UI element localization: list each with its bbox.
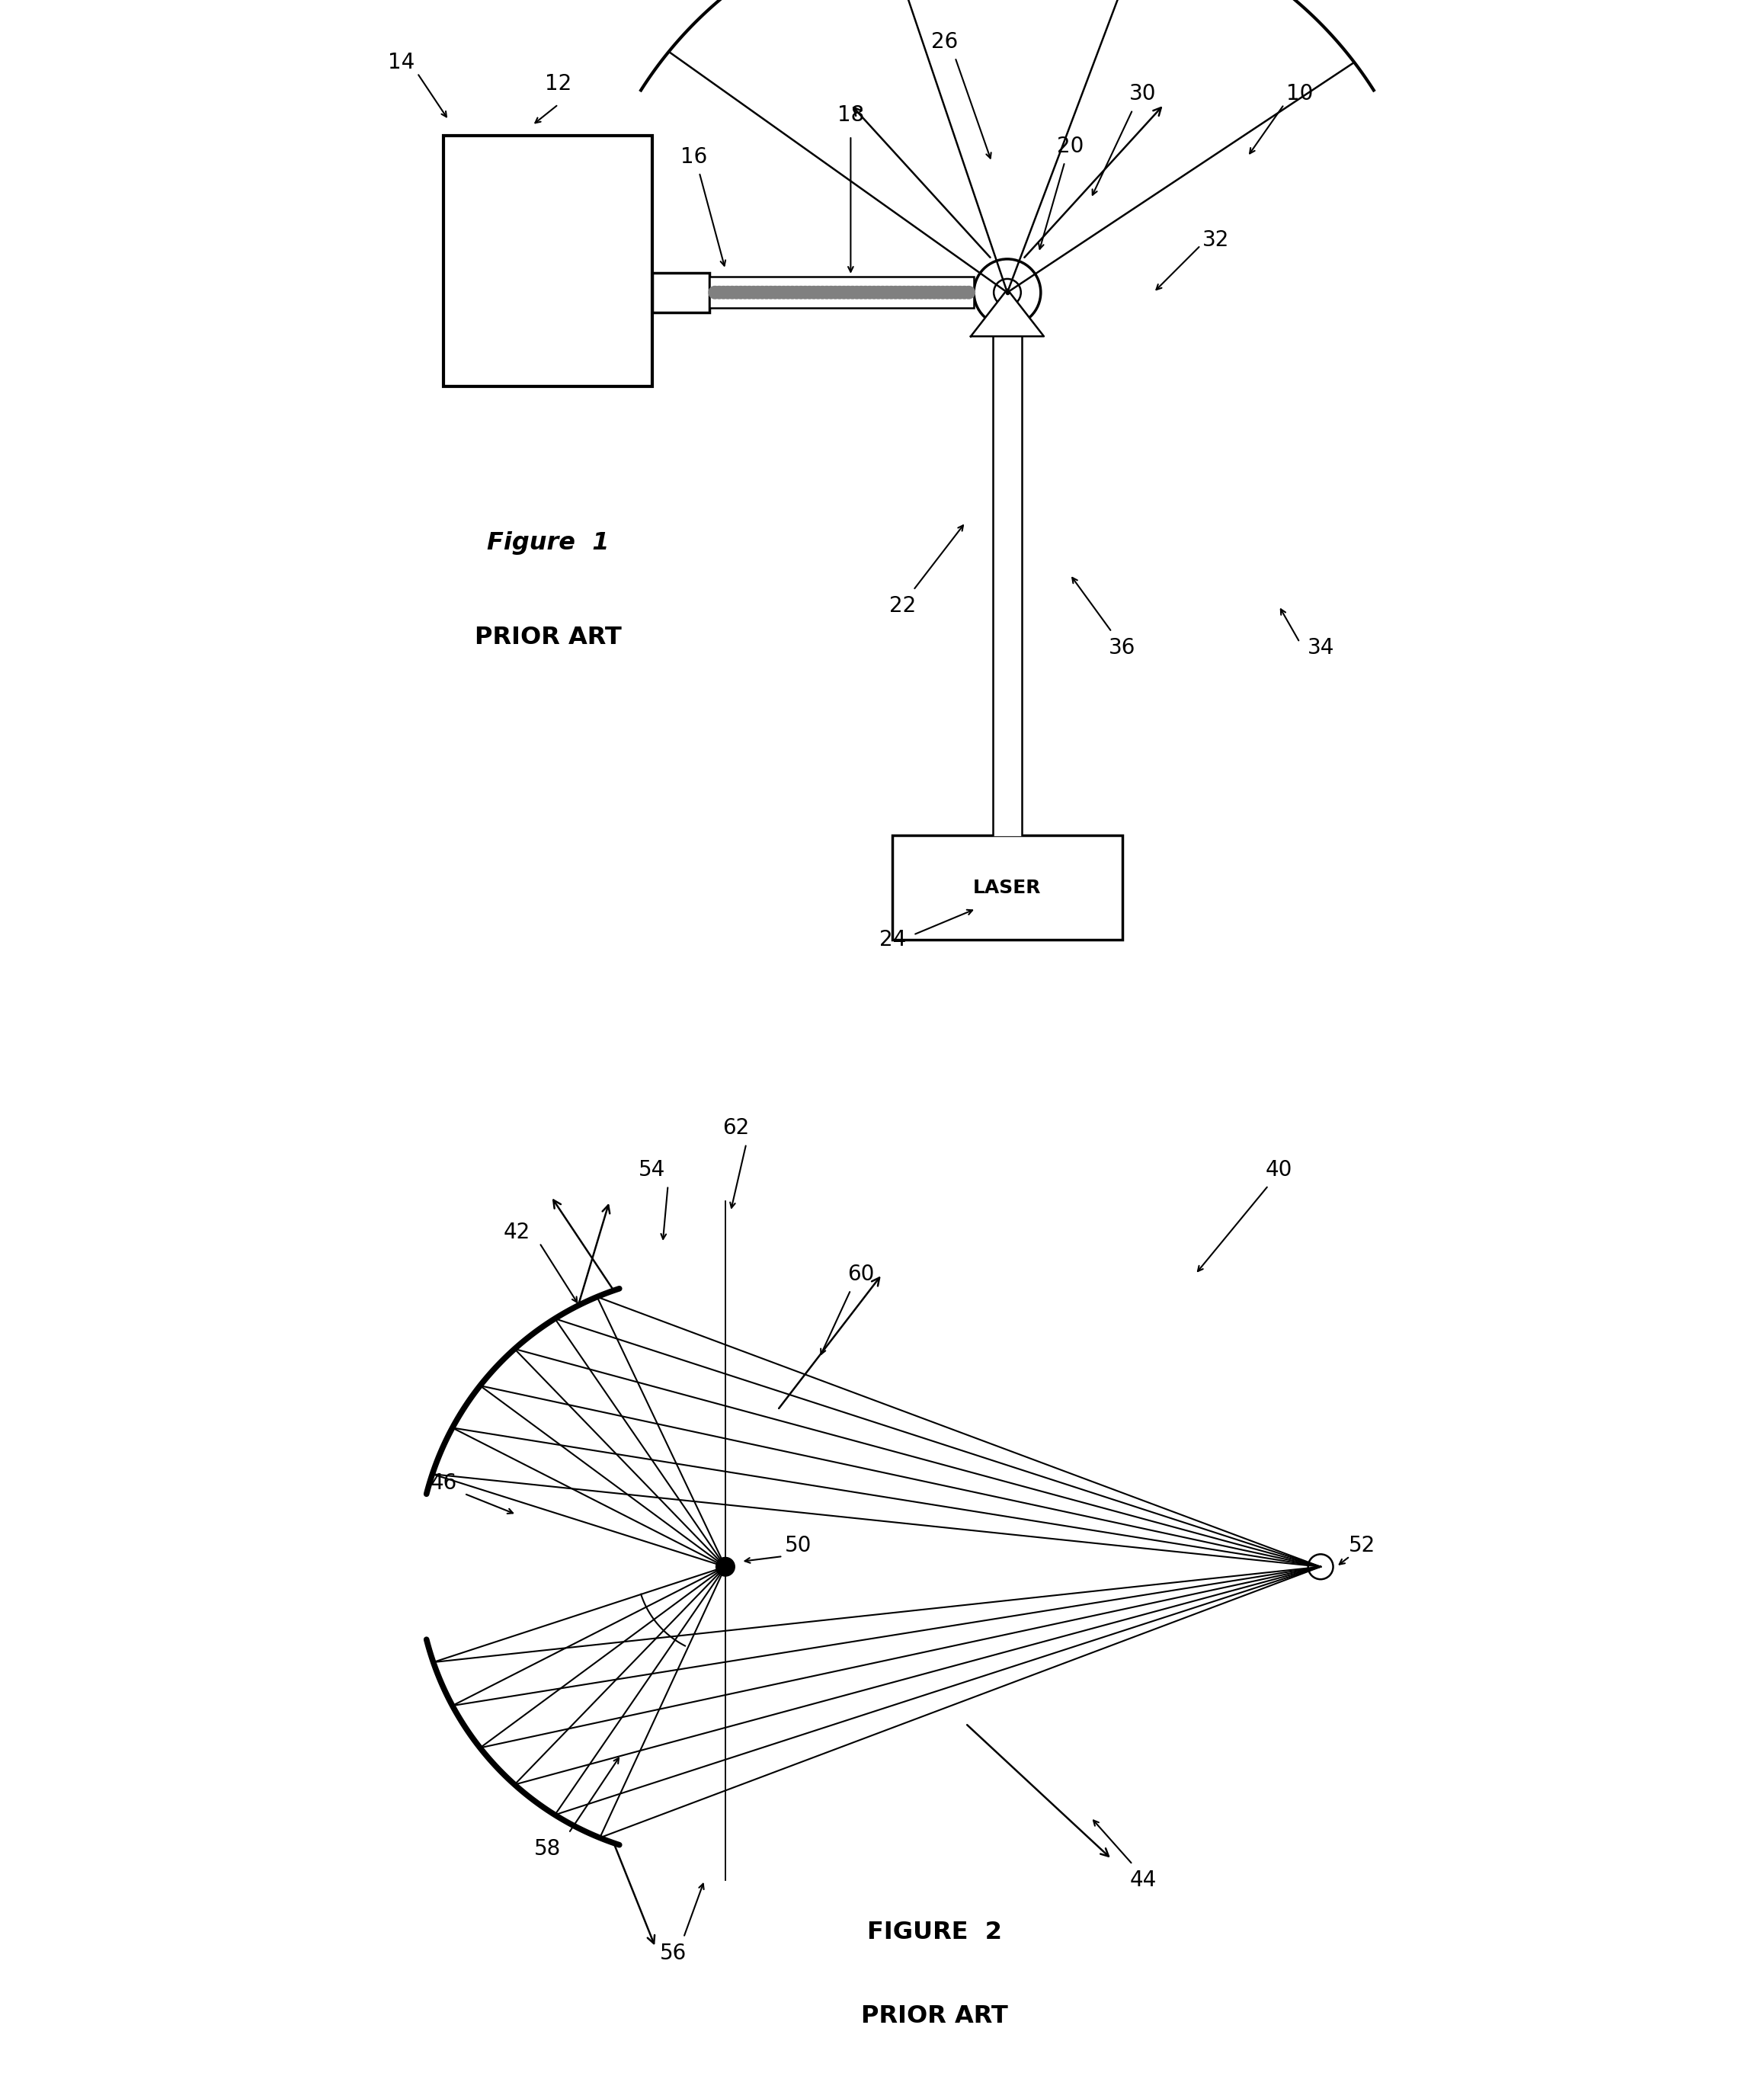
Text: 62: 62 (723, 1118, 750, 1139)
Text: Figure  1: Figure 1 (487, 531, 609, 556)
Text: 20: 20 (1057, 136, 1083, 157)
Bar (443, 136, 653, 386)
Circle shape (841, 286, 854, 299)
Circle shape (748, 286, 760, 299)
Circle shape (778, 286, 790, 299)
Text: 50: 50 (785, 1535, 811, 1556)
Circle shape (838, 286, 850, 299)
Text: 14: 14 (388, 52, 415, 73)
Text: 22: 22 (889, 595, 916, 616)
Circle shape (743, 286, 755, 299)
Text: 42: 42 (503, 1222, 529, 1243)
Circle shape (757, 286, 769, 299)
Circle shape (877, 286, 889, 299)
Circle shape (919, 286, 931, 299)
Circle shape (886, 286, 898, 299)
Circle shape (880, 286, 893, 299)
Circle shape (954, 286, 967, 299)
Circle shape (850, 286, 863, 299)
Circle shape (725, 286, 739, 299)
Circle shape (721, 286, 734, 299)
Bar (893, 836, 1122, 940)
Text: 10: 10 (1286, 84, 1312, 104)
Circle shape (958, 286, 970, 299)
Circle shape (829, 286, 841, 299)
Circle shape (713, 286, 725, 299)
Circle shape (718, 286, 730, 299)
Circle shape (716, 1558, 736, 1577)
Text: 54: 54 (639, 1159, 665, 1180)
Circle shape (871, 286, 884, 299)
Circle shape (773, 286, 785, 299)
Circle shape (799, 286, 811, 299)
Circle shape (916, 286, 928, 299)
Circle shape (833, 286, 847, 299)
Circle shape (856, 286, 868, 299)
Text: 34: 34 (1307, 637, 1334, 658)
Circle shape (889, 286, 901, 299)
Circle shape (730, 286, 743, 299)
Text: 24: 24 (878, 930, 907, 950)
Circle shape (937, 286, 949, 299)
Circle shape (811, 286, 824, 299)
Circle shape (924, 286, 937, 299)
Circle shape (751, 286, 764, 299)
Circle shape (933, 286, 946, 299)
Text: FIGURE  2: FIGURE 2 (866, 1920, 1002, 1945)
Circle shape (803, 286, 815, 299)
Bar (653, 272, 709, 313)
Text: 16: 16 (681, 146, 707, 167)
Circle shape (940, 286, 953, 299)
Polygon shape (970, 288, 1044, 336)
Circle shape (946, 286, 958, 299)
Circle shape (910, 286, 923, 299)
Circle shape (769, 286, 781, 299)
Text: 18: 18 (838, 104, 864, 125)
Text: LASER: LASER (974, 879, 1041, 896)
Text: 40: 40 (1265, 1159, 1293, 1180)
Circle shape (817, 286, 829, 299)
Circle shape (963, 286, 975, 299)
Circle shape (781, 286, 794, 299)
Circle shape (901, 286, 916, 299)
Circle shape (868, 286, 880, 299)
Text: 36: 36 (1110, 637, 1136, 658)
Circle shape (847, 286, 859, 299)
Circle shape (790, 286, 803, 299)
Circle shape (739, 286, 751, 299)
Text: PRIOR ART: PRIOR ART (861, 2003, 1007, 2028)
Text: 56: 56 (660, 1943, 686, 1964)
Circle shape (709, 286, 721, 299)
Circle shape (787, 286, 799, 299)
Text: 30: 30 (1129, 84, 1157, 104)
Circle shape (764, 286, 778, 299)
Circle shape (826, 286, 838, 299)
Circle shape (859, 286, 871, 299)
Text: 58: 58 (534, 1838, 561, 1859)
Circle shape (760, 286, 773, 299)
Text: PRIOR ART: PRIOR ART (475, 625, 621, 650)
Circle shape (864, 286, 877, 299)
Circle shape (928, 286, 940, 299)
Text: 52: 52 (1349, 1535, 1376, 1556)
Text: 44: 44 (1129, 1870, 1157, 1891)
Circle shape (907, 286, 919, 299)
Circle shape (898, 286, 910, 299)
Circle shape (794, 286, 808, 299)
Circle shape (894, 286, 907, 299)
Circle shape (949, 286, 961, 299)
Circle shape (820, 286, 833, 299)
Text: 12: 12 (545, 73, 572, 94)
Circle shape (808, 286, 820, 299)
Text: 46: 46 (430, 1473, 457, 1494)
Bar (709, 276, 974, 307)
Text: 60: 60 (848, 1264, 875, 1285)
Text: 32: 32 (1203, 230, 1230, 251)
Circle shape (734, 286, 746, 299)
Text: 26: 26 (931, 31, 958, 52)
